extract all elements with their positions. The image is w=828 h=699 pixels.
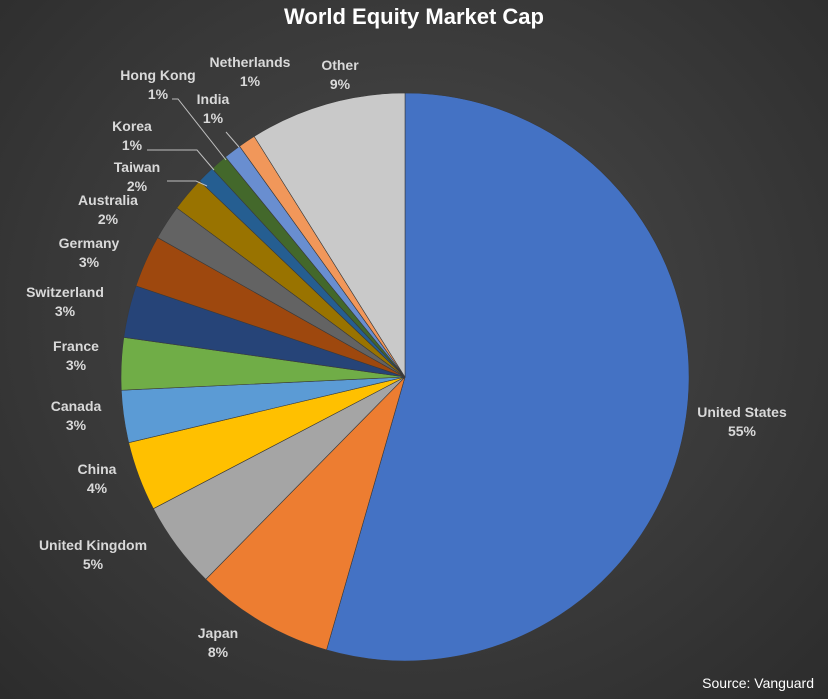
slice-label-taiwan: Taiwan 2%	[114, 159, 160, 194]
slice-label-india: India 1%	[197, 91, 230, 126]
slice-label-value: 2%	[98, 211, 119, 227]
slice-label-name: Canada	[51, 398, 102, 414]
slice-label-name: Germany	[59, 235, 120, 251]
slice-label-name: Other	[321, 57, 359, 73]
slice-label-name: France	[53, 338, 99, 354]
slice-label-korea: Korea 1%	[112, 118, 152, 153]
slice-label-name: United Kingdom	[39, 537, 147, 553]
slice-label-name: Netherlands	[210, 54, 291, 70]
slice-label-other: Other 9%	[321, 57, 359, 92]
slice-label-value: 1%	[240, 73, 261, 89]
slice-label-name: United States	[697, 404, 787, 420]
slice-label-value: 9%	[330, 76, 351, 92]
leader-line-india	[225, 131, 240, 148]
slice-label-value: 3%	[55, 303, 76, 319]
slice-label-name: Switzerland	[26, 284, 104, 300]
slice-label-name: Australia	[78, 192, 138, 208]
slice-label-value: 1%	[148, 86, 169, 102]
slice-label-value: 1%	[203, 110, 224, 126]
chart-title: World Equity Market Cap	[284, 4, 544, 29]
slice-label-value: 5%	[83, 556, 104, 572]
slice-label-name: China	[78, 461, 117, 477]
slice-label-value: 1%	[122, 137, 143, 153]
slice-label-name: Hong Kong	[120, 67, 195, 83]
slice-label-name: Taiwan	[114, 159, 160, 175]
slice-label-value: 3%	[79, 254, 100, 270]
leader-line-taiwan	[167, 180, 208, 187]
slice-label-france: France 3%	[53, 338, 99, 373]
pie-slice-united-states	[326, 92, 690, 662]
leader-lines-layer	[147, 98, 240, 187]
slice-label-japan: Japan 8%	[198, 625, 238, 660]
labels-layer: United States 55% Japan 8% United Kingdom 5% C…	[26, 54, 787, 660]
pie-slice-japan	[205, 376, 406, 651]
slice-label-canada: Canada 3%	[51, 398, 102, 433]
pie-slice-other	[253, 92, 406, 379]
slice-label-switzerland: Switzerland 3%	[26, 284, 104, 319]
slice-label-name: Korea	[112, 118, 152, 134]
slice-label-name: Japan	[198, 625, 238, 641]
slice-label-value: 3%	[66, 417, 87, 433]
slice-label-china: China 4%	[78, 461, 117, 496]
source-note: Source: Vanguard	[702, 675, 814, 691]
slice-label-value: 3%	[66, 357, 87, 373]
slice-label-hong-kong: Hong Kong 1%	[120, 67, 195, 102]
slice-label-name: India	[197, 91, 230, 107]
leader-line-korea	[147, 149, 215, 171]
leader-line-hong-kong	[172, 98, 227, 161]
slice-label-value: 8%	[208, 644, 229, 660]
slice-label-australia: Australia 2%	[78, 192, 138, 227]
slice-label-netherlands: Netherlands 1%	[210, 54, 291, 89]
slices-layer	[120, 92, 690, 662]
slice-label-germany: Germany 3%	[59, 235, 120, 270]
slice-label-value: 4%	[87, 480, 108, 496]
slice-label-united-kingdom: United Kingdom 5%	[39, 537, 147, 572]
slice-label-value: 55%	[728, 423, 757, 439]
slice-label-united-states: United States 55%	[697, 404, 787, 439]
slice-label-value: 2%	[127, 178, 148, 194]
